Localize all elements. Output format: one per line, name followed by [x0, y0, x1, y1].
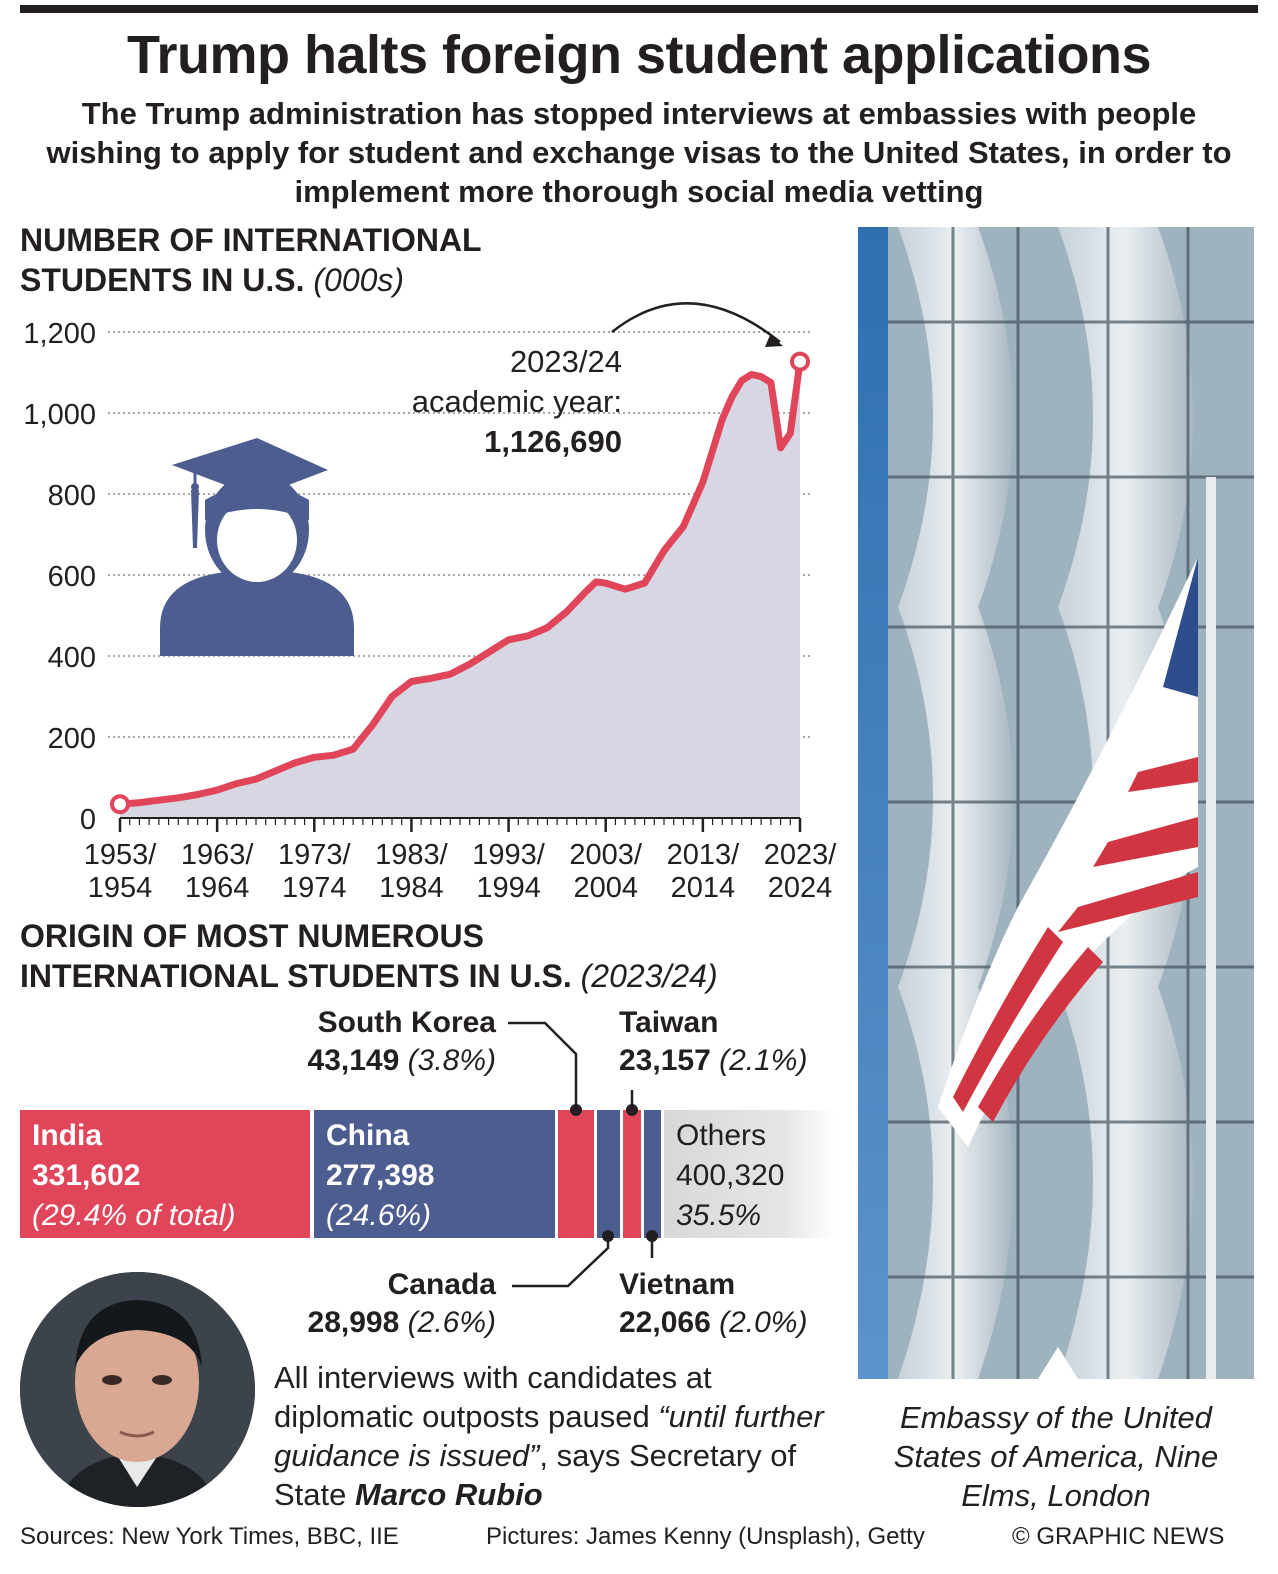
taiwan-pct: (2.1%) — [719, 1044, 808, 1077]
x-tick-label: 1954 — [88, 872, 153, 904]
bar-segment-south-korea — [558, 1110, 594, 1238]
chart2-heading-line1: ORIGIN OF MOST NUMEROUS — [20, 918, 484, 954]
series-start-point — [110, 794, 130, 815]
y-tick-label: 400 — [48, 642, 96, 674]
bar-segment-vietnam — [644, 1110, 661, 1238]
x-tick-label: 1953/ — [84, 839, 158, 871]
label-canada: Canada 28,998 (2.6%) — [180, 1266, 496, 1342]
india-value: 331,602 — [32, 1159, 141, 1192]
vietnam-name: Vietnam — [619, 1268, 736, 1301]
annotation-line1: 2023/24 — [509, 344, 622, 379]
canada-name: Canada — [387, 1268, 496, 1301]
top-rule — [20, 5, 1258, 13]
series-end-point — [790, 351, 810, 372]
x-tick-label: 1994 — [476, 872, 541, 904]
x-tick-label: 1993/ — [472, 839, 546, 871]
y-tick-label: 800 — [48, 480, 96, 512]
annotation-value: 1,126,690 — [484, 424, 622, 459]
international-students-chart: 1,200 1,000 800 600 400 200 0 1953/1954 1963/19… — [23, 302, 838, 904]
chart2-heading-line2: INTERNATIONAL STUDENTS IN U.S. — [20, 958, 572, 994]
series-line — [116, 358, 804, 808]
chart2-year: (2023/24) — [580, 958, 718, 994]
china-pct: (24.6%) — [326, 1199, 432, 1232]
y-tick-label: 200 — [48, 723, 96, 755]
photo-caption: Embassy of the United States of America,… — [893, 1400, 1219, 1513]
india-label: India — [32, 1119, 103, 1152]
graduate-student-icon — [160, 438, 354, 656]
x-tick-label: 2023/ — [764, 839, 838, 871]
x-tick-label: 2024 — [768, 872, 833, 904]
x-tick-label: 2004 — [573, 872, 638, 904]
sources-credit: Sources: New York Times, BBC, IIE — [20, 1523, 399, 1550]
y-tick-label: 1,000 — [23, 399, 96, 431]
x-tick-label: 1984 — [379, 872, 444, 904]
x-tick-label: 1974 — [282, 872, 347, 904]
x-tick-label: 2014 — [671, 872, 736, 904]
south-korea-value: 43,149 — [307, 1044, 400, 1077]
label-vietnam: Vietnam 22,066 (2.0%) — [619, 1266, 849, 1342]
vietnam-pct: (2.0%) — [719, 1306, 808, 1339]
chart1-heading-line2: STUDENTS IN U.S. — [20, 262, 305, 298]
x-tick-label: 1983/ — [375, 839, 449, 871]
quote-name: Marco Rubio — [355, 1477, 543, 1512]
x-tick-label: 1973/ — [278, 839, 352, 871]
india-pct: (29.4% of total) — [32, 1199, 236, 1232]
y-tick-label: 600 — [48, 561, 96, 593]
copyright-credit: © GRAPHIC NEWS — [1012, 1523, 1225, 1550]
x-tick-label: 2013/ — [667, 839, 741, 871]
annotation-arrowhead — [765, 335, 783, 347]
chart1-heading-line1: NUMBER OF INTERNATIONAL — [20, 222, 482, 258]
south-korea-name: South Korea — [317, 1006, 496, 1039]
x-tick-label: 1964 — [185, 872, 250, 904]
bar-segment-others: Others 400,320 35.5% — [664, 1110, 836, 1238]
quote-quoted: “until further guidance is issued” — [274, 1399, 824, 1473]
annotation-line2: academic year: — [411, 384, 622, 419]
label-taiwan: Taiwan 23,157 (2.1%) — [619, 1004, 849, 1080]
chart1-heading: NUMBER OF INTERNATIONAL STUDENTS IN U.S.… — [20, 220, 482, 300]
label-south-korea: South Korea 43,149 (3.8%) — [180, 1004, 496, 1080]
quote-part1: All interviews with candidates at diplom… — [274, 1360, 712, 1434]
flagpole — [1206, 477, 1216, 1379]
embassy-photo — [858, 227, 1254, 1379]
bar-segment-india: India 331,602 (29.4% of total) — [20, 1110, 310, 1238]
x-tick-label: 1963/ — [181, 839, 255, 871]
embassy-illustration — [858, 227, 1254, 1379]
portrait-illustration — [20, 1272, 255, 1507]
page-title: Trump halts foreign student applications — [126, 25, 1152, 85]
marco-rubio-portrait — [20, 1272, 255, 1507]
taiwan-value: 23,157 — [619, 1044, 711, 1077]
china-value: 277,398 — [326, 1159, 435, 1192]
others-value: 400,320 — [676, 1159, 785, 1192]
taiwan-name: Taiwan — [619, 1006, 719, 1039]
canada-pct: (2.6%) — [407, 1306, 496, 1339]
annotation-arrow — [611, 302, 781, 343]
chart-area-fill — [120, 361, 800, 818]
y-tick-label: 1,200 — [23, 318, 96, 350]
x-tick-label: 2003/ — [569, 839, 643, 871]
vietnam-value: 22,066 — [619, 1306, 711, 1339]
page-subtitle: The Trump administration has stopped int… — [46, 96, 1232, 209]
chart-area-layer — [120, 361, 800, 818]
chart-y-tick-labels: 1,200 1,000 800 600 400 200 0 — [23, 318, 96, 836]
bar-segment-canada — [597, 1110, 620, 1238]
pictures-credit: Pictures: James Kenny (Unsplash), Getty — [486, 1523, 925, 1550]
chart-line-layer — [110, 351, 810, 815]
south-korea-pct: (3.8%) — [407, 1044, 496, 1077]
chart-x-axis — [118, 817, 802, 832]
us-flag-icon — [938, 557, 1198, 1147]
canada-value: 28,998 — [307, 1306, 400, 1339]
y-tick-label: 0 — [80, 804, 96, 836]
chart-x-tick-labels: 1953/1954 1963/1964 1973/1974 1983/1984 1993… — [84, 839, 838, 904]
china-label: China — [326, 1119, 410, 1152]
bar-segment-taiwan — [623, 1110, 641, 1238]
bar-segment-china: China 277,398 (24.6%) — [314, 1110, 555, 1238]
chart-annotation: 2023/24 academic year: 1,126,690 — [380, 342, 622, 462]
others-label: Others — [676, 1119, 767, 1152]
chart1-unit: (000s) — [313, 262, 405, 298]
others-pct: 35.5% — [676, 1199, 762, 1232]
rubio-quote: All interviews with candidates at diplom… — [274, 1358, 834, 1514]
chart2-heading: ORIGIN OF MOST NUMEROUS INTERNATIONAL ST… — [20, 916, 718, 996]
quote-part2: , says Secretary of State — [274, 1438, 797, 1512]
